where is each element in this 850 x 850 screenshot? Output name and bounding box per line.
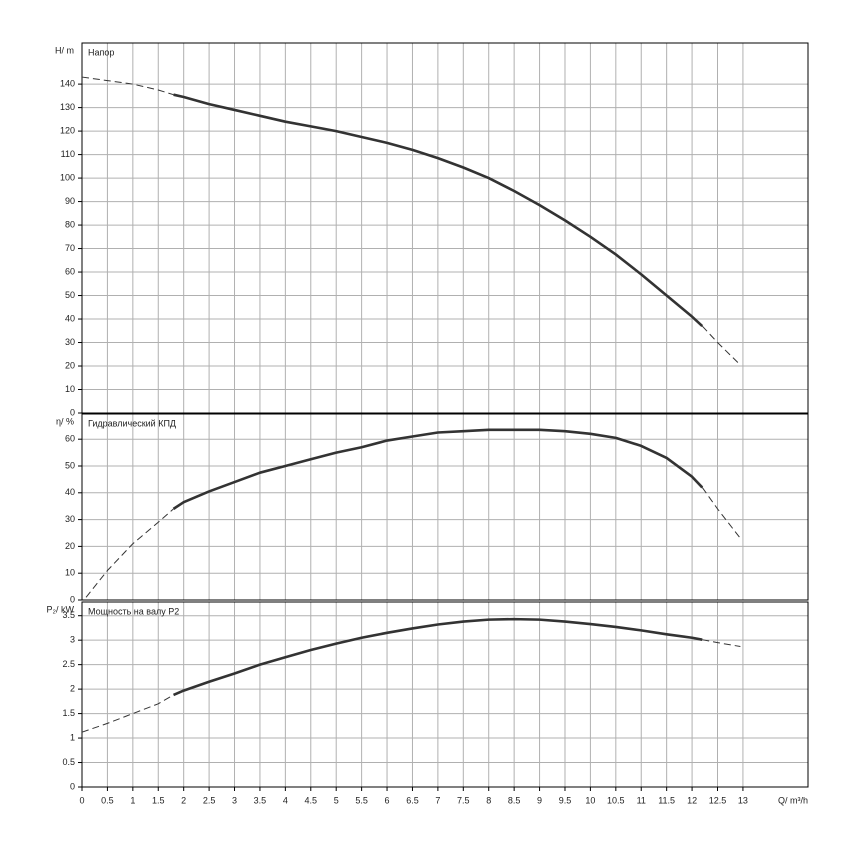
y-tick-label: 40 (65, 487, 75, 497)
x-tick-label: 5.5 (355, 795, 368, 805)
x-tick-label: 5 (334, 795, 339, 805)
y-tick-label: 20 (65, 360, 75, 370)
y-tick-label: 70 (65, 243, 75, 253)
curve (81, 76, 174, 96)
y-tick-label: 60 (65, 266, 75, 276)
x-tick-label: 9.5 (559, 795, 572, 805)
x-tick-label: 10.5 (607, 795, 625, 805)
x-tick-label: 4 (283, 795, 288, 805)
x-tick-label: 1.5 (152, 795, 165, 805)
y-tick-label: 0 (70, 781, 75, 791)
y-tick-label: 0.5 (62, 757, 75, 767)
x-tick-label: 9 (537, 795, 542, 805)
y-tick-label: 3.5 (62, 610, 75, 620)
curve (172, 428, 704, 510)
curve (701, 325, 739, 363)
curve (701, 487, 741, 539)
y-tick-label: 50 (65, 290, 75, 300)
curve (173, 93, 704, 328)
y-tick-label: 140 (60, 78, 75, 88)
curve (172, 617, 703, 697)
panel-title: Гидравлический КПД (88, 418, 176, 428)
y-tick-label: 40 (65, 313, 75, 323)
x-tick-label: 10 (585, 795, 595, 805)
x-tick-label: 8 (486, 795, 491, 805)
y-tick-label: 10 (65, 384, 75, 394)
y-tick-label: 2 (70, 683, 75, 693)
y-tick-label: 0 (70, 407, 75, 417)
y-tick-label: 0 (70, 594, 75, 604)
y-tick-label: 1.5 (62, 708, 75, 718)
y-tick-label: 100 (60, 172, 75, 182)
y-axis-label: η/ % (56, 416, 74, 426)
x-tick-label: 2.5 (203, 795, 216, 805)
x-tick-label: 7 (435, 795, 440, 805)
x-tick-label: 0 (79, 795, 84, 805)
x-tick-label: 7.5 (457, 795, 470, 805)
y-tick-label: 90 (65, 196, 75, 206)
y-tick-label: 120 (60, 125, 75, 135)
panel-title: Мощность на валу P2 (88, 606, 179, 616)
y-tick-label: 80 (65, 219, 75, 229)
x-tick-label: 0.5 (101, 795, 114, 805)
plot-frame (81, 42, 809, 414)
x-tick-label: 2 (181, 795, 186, 805)
y-tick-label: 20 (65, 541, 75, 551)
x-tick-label: 8.5 (508, 795, 521, 805)
x-tick-label: 1 (130, 795, 135, 805)
x-tick-label: 3.5 (254, 795, 267, 805)
y-tick-label: 1 (70, 732, 75, 742)
x-tick-label: 13 (738, 795, 748, 805)
curve (81, 694, 174, 733)
x-tick-label: 6 (385, 795, 390, 805)
x-tick-label: 11.5 (658, 795, 675, 805)
x-tick-label: 12.5 (709, 795, 727, 805)
x-tick-label: 6.5 (406, 795, 419, 805)
y-tick-label: 50 (65, 460, 75, 470)
x-tick-label: 4.5 (305, 795, 318, 805)
y-axis-label: P₂/ kW (47, 604, 75, 614)
y-tick-label: 30 (65, 337, 75, 347)
panel-title: Напор (88, 47, 114, 57)
y-axis-label: H/ m (55, 45, 74, 55)
y-tick-label: 60 (65, 434, 75, 444)
x-tick-label: 12 (687, 795, 697, 805)
x-tick-label: 3 (232, 795, 237, 805)
plot-frame (81, 413, 809, 601)
x-tick-label: 11 (637, 795, 646, 805)
plot-frame (81, 601, 809, 788)
y-tick-label: 2.5 (62, 659, 75, 669)
y-tick-label: 110 (61, 149, 75, 159)
x-axis-label: Q/ m³/h (778, 795, 808, 805)
y-tick-label: 130 (60, 102, 75, 112)
curve (702, 639, 741, 648)
y-tick-label: 3 (70, 635, 75, 645)
y-tick-label: 10 (65, 568, 75, 578)
y-tick-label: 30 (65, 514, 75, 524)
curve (85, 508, 174, 598)
